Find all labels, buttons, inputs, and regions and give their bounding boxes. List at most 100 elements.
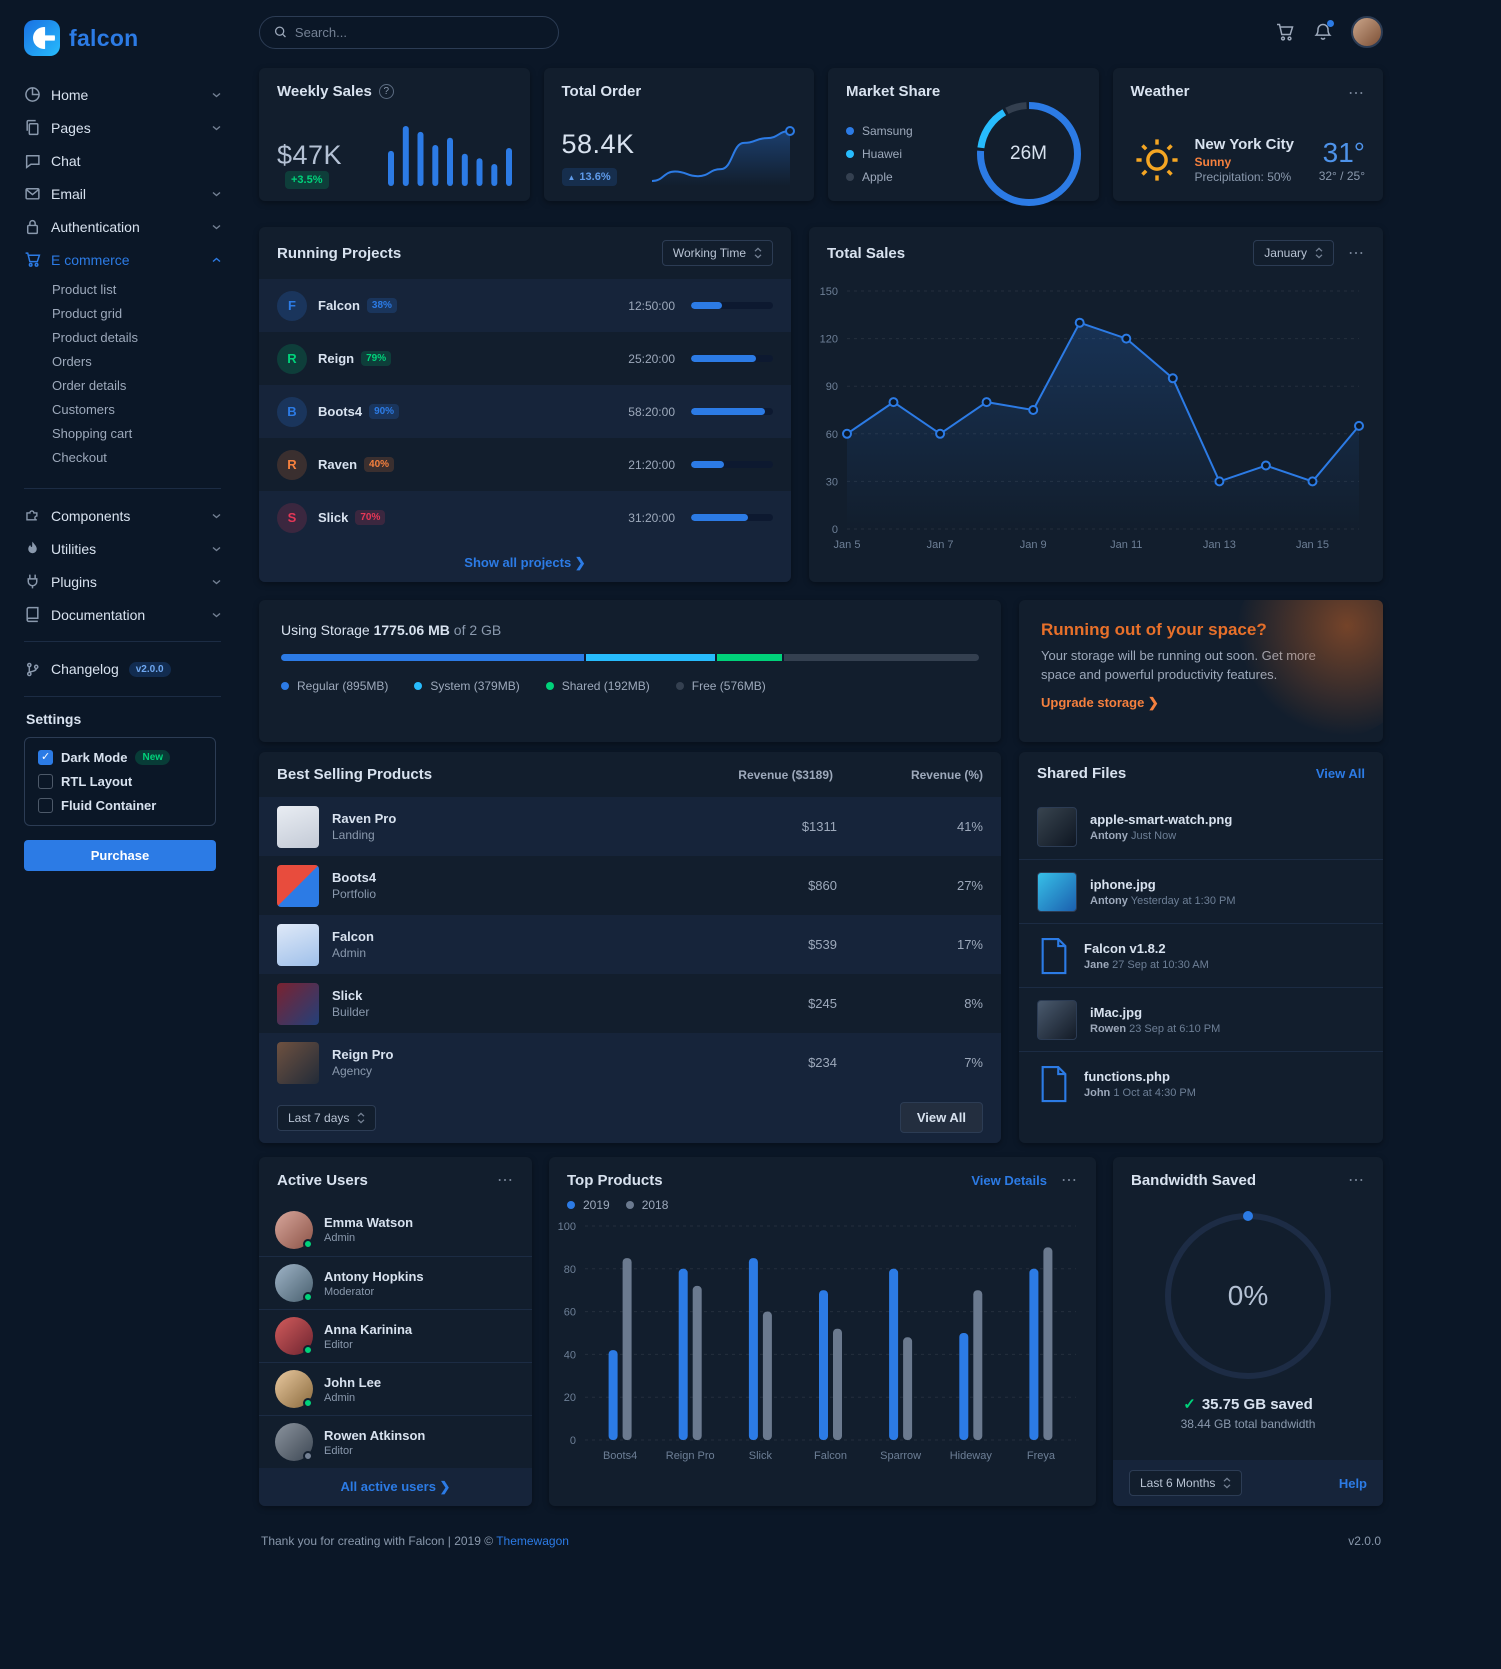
project-name[interactable]: Boots4 [318,404,363,419]
product-name[interactable]: Falcon [332,929,374,944]
help-link[interactable]: Help [1338,1475,1367,1491]
sidebar-item-components[interactable]: Components [24,499,221,532]
user-role: Admin [324,1391,356,1404]
sidebar-item-orders[interactable]: Orders [52,354,92,369]
fluid-container-toggle[interactable]: Fluid Container [38,798,202,813]
view-details-link[interactable]: View Details [971,1172,1047,1188]
sidebar-item-documentation[interactable]: Documentation [24,598,221,631]
sidebar-item-pages[interactable]: Pages [24,111,221,144]
dark-mode-checkbox[interactable] [38,750,53,765]
user-name[interactable]: John Lee [324,1374,382,1390]
user-avatar[interactable] [1351,16,1383,48]
row-storage: Using Storage 1775.06 MB of 2 GB Regular… [259,600,1383,742]
file-name[interactable]: Falcon v1.8.2 [1084,940,1166,956]
product-name[interactable]: Reign Pro [332,1047,394,1062]
file-name[interactable]: functions.php [1084,1068,1170,1084]
sidebar-item-changelog[interactable]: Changelog v2.0.0 [24,652,221,686]
legend-dot [846,150,854,158]
project-name[interactable]: Slick [318,510,349,525]
cart-icon[interactable] [1275,22,1295,42]
search-input[interactable] [294,24,544,40]
more-icon[interactable]: ⋯ [497,1172,514,1189]
search-box[interactable] [259,15,559,49]
sidebar-item-home[interactable]: Home [24,78,221,111]
file-name[interactable]: apple-smart-watch.png [1090,812,1233,827]
project-name[interactable]: Falcon [318,298,360,313]
sidebar-item-email[interactable]: Email [24,177,221,210]
view-all-files-link[interactable]: View All [1315,766,1365,781]
themewagon-link[interactable]: Themewagon [496,1534,569,1548]
best-selling-table: Raven Pro Landing $1311 41% Boots4 Portfol… [259,797,1001,1092]
view-all-button[interactable]: View All [899,1102,983,1133]
book-icon [24,606,41,623]
project-name[interactable]: Reign [318,351,355,366]
user-name[interactable]: Emma Watson [324,1215,414,1230]
weekly-sales-chart [387,124,512,186]
sidebar-item-shopping-cart[interactable]: Shopping cart [52,426,133,441]
sidebar-item-ecommerce[interactable]: E commerce [24,243,221,276]
file-thumbnail [1037,871,1077,912]
fluid-container-checkbox[interactable] [38,798,53,813]
legend-dot [281,682,289,690]
upgrade-storage-link[interactable]: Upgrade storage ❯ [1041,694,1159,710]
weather-precipitation: Precipitation: 50% [1194,170,1292,184]
sidebar-item-product-list[interactable]: Product list [52,282,117,297]
product-name[interactable]: Slick [332,988,363,1003]
sidebar-item-order-details[interactable]: Order details [52,378,127,393]
list-item: John Lee Admin [259,1362,532,1415]
product-revenue: $539 [808,937,837,952]
sidebar-item-customers[interactable]: Customers [52,402,115,417]
sidebar-divider [24,696,221,697]
app-root: falcon Home Pages Chat Email Authenticat… [0,0,1501,1568]
more-icon[interactable]: ⋯ [1348,1172,1365,1189]
sidebar-item-utilities[interactable]: Utilities [24,532,221,565]
status-badge [303,1345,313,1355]
falcon-logo[interactable]: falcon [24,20,221,56]
dark-mode-toggle[interactable]: Dark Mode New [38,750,202,765]
all-active-users-link[interactable]: All active users ❯ [340,1479,451,1494]
user-name[interactable]: Antony Hopkins [324,1268,424,1284]
show-all-projects-link[interactable]: Show all projects ❯ [464,555,586,570]
question-circle-icon[interactable]: ? [378,84,394,99]
last-7-days-select[interactable]: Last 7 days [277,1104,377,1131]
user-name[interactable]: Anna Karinina [324,1321,413,1337]
working-time-select[interactable]: Working Time [661,240,773,266]
sidebar-item-product-details[interactable]: Product details [52,330,138,345]
user-role: Admin [324,1232,356,1244]
bell-icon[interactable] [1313,20,1334,42]
project-row: B Boots4 90% 58:20:00 [259,385,791,438]
product-name[interactable]: Raven Pro [332,811,397,826]
project-row: R Raven 40% 21:20:00 [259,438,791,491]
new-badge: New [135,750,171,765]
sidebar-item-plugins[interactable]: Plugins [24,565,221,598]
market-share-legend: Samsung Huawei Apple [846,124,913,184]
product-category: Portfolio [332,887,377,901]
sidebar-item-chat[interactable]: Chat [24,144,221,177]
more-icon[interactable]: ⋯ [1348,245,1365,262]
project-name[interactable]: Raven [318,457,358,472]
sidebar-item-product-grid[interactable]: Product grid [52,306,123,321]
avatar [275,1370,313,1408]
svg-text:Jan 9: Jan 9 [1020,539,1047,551]
legend-dot [545,682,554,690]
sidebar-item-label: Email [51,185,87,202]
file-name[interactable]: iphone.jpg [1090,876,1156,892]
settings-panel: Dark Mode New RTL Layout Fluid Container [24,737,216,826]
weather-title: Weather [1130,83,1190,100]
sidebar-item-authentication[interactable]: Authentication [24,210,221,243]
legend-dot [625,1201,634,1209]
purchase-button[interactable]: Purchase [24,840,216,871]
product-name[interactable]: Boots4 [332,870,377,885]
dark-mode-label: Dark Mode [61,750,128,765]
file-name[interactable]: iMac.jpg [1090,1004,1143,1020]
sidebar-item-checkout[interactable]: Checkout [52,450,107,465]
more-icon[interactable]: ⋯ [1348,85,1365,102]
more-icon[interactable]: ⋯ [1061,1172,1078,1189]
pages-icon [24,119,41,136]
user-name[interactable]: Rowen Atkinson [324,1427,426,1443]
product-percent: 7% [964,1055,983,1070]
rtl-layout-toggle[interactable]: RTL Layout [38,774,202,789]
month-select[interactable]: January [1253,240,1334,266]
rtl-layout-checkbox[interactable] [38,774,53,789]
last-6-months-select[interactable]: Last 6 Months [1129,1470,1243,1496]
